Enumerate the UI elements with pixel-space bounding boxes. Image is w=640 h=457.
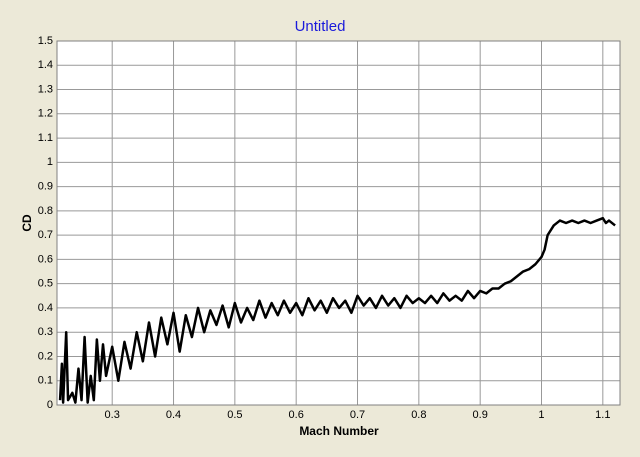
x-tick-label: 0.6 bbox=[289, 409, 304, 421]
x-tick-label: 0.4 bbox=[166, 409, 181, 421]
y-tick-label: 1.4 bbox=[38, 59, 53, 71]
x-tick-label: 0.7 bbox=[350, 409, 365, 421]
y-tick-label: 0.1 bbox=[38, 375, 53, 387]
x-axis-label: Mach Number bbox=[299, 424, 379, 438]
y-tick-label: 0 bbox=[47, 399, 53, 411]
chart-title: Untitled bbox=[295, 18, 346, 35]
y-tick-label: 0.8 bbox=[38, 205, 53, 217]
y-tick-label: 0.5 bbox=[38, 278, 53, 290]
y-tick-label: 0.4 bbox=[38, 302, 53, 314]
y-tick-label: 1.1 bbox=[38, 132, 53, 144]
y-tick-label: 1.5 bbox=[38, 35, 53, 47]
x-tick-label: 0.8 bbox=[411, 409, 426, 421]
x-tick-label: 0.3 bbox=[105, 409, 120, 421]
x-tick-label: 1 bbox=[538, 409, 544, 421]
x-tick-label: 0.9 bbox=[473, 409, 488, 421]
y-tick-label: 1 bbox=[47, 156, 53, 168]
y-tick-label: 0.9 bbox=[38, 181, 53, 193]
y-tick-label: 0.7 bbox=[38, 229, 53, 241]
y-tick-label: 0.2 bbox=[38, 350, 53, 362]
plot-border bbox=[56, 40, 621, 406]
y-axis-label: CD bbox=[20, 214, 34, 232]
y-tick-label: 1.2 bbox=[38, 108, 53, 120]
x-tick-label: 0.5 bbox=[227, 409, 242, 421]
y-tick-label: 0.6 bbox=[38, 253, 53, 265]
data-line bbox=[58, 216, 616, 404]
y-tick-label: 1.3 bbox=[38, 83, 53, 95]
y-tick-label: 0.3 bbox=[38, 326, 53, 338]
x-tick-label: 1.1 bbox=[595, 409, 610, 421]
plot-area bbox=[56, 40, 621, 406]
